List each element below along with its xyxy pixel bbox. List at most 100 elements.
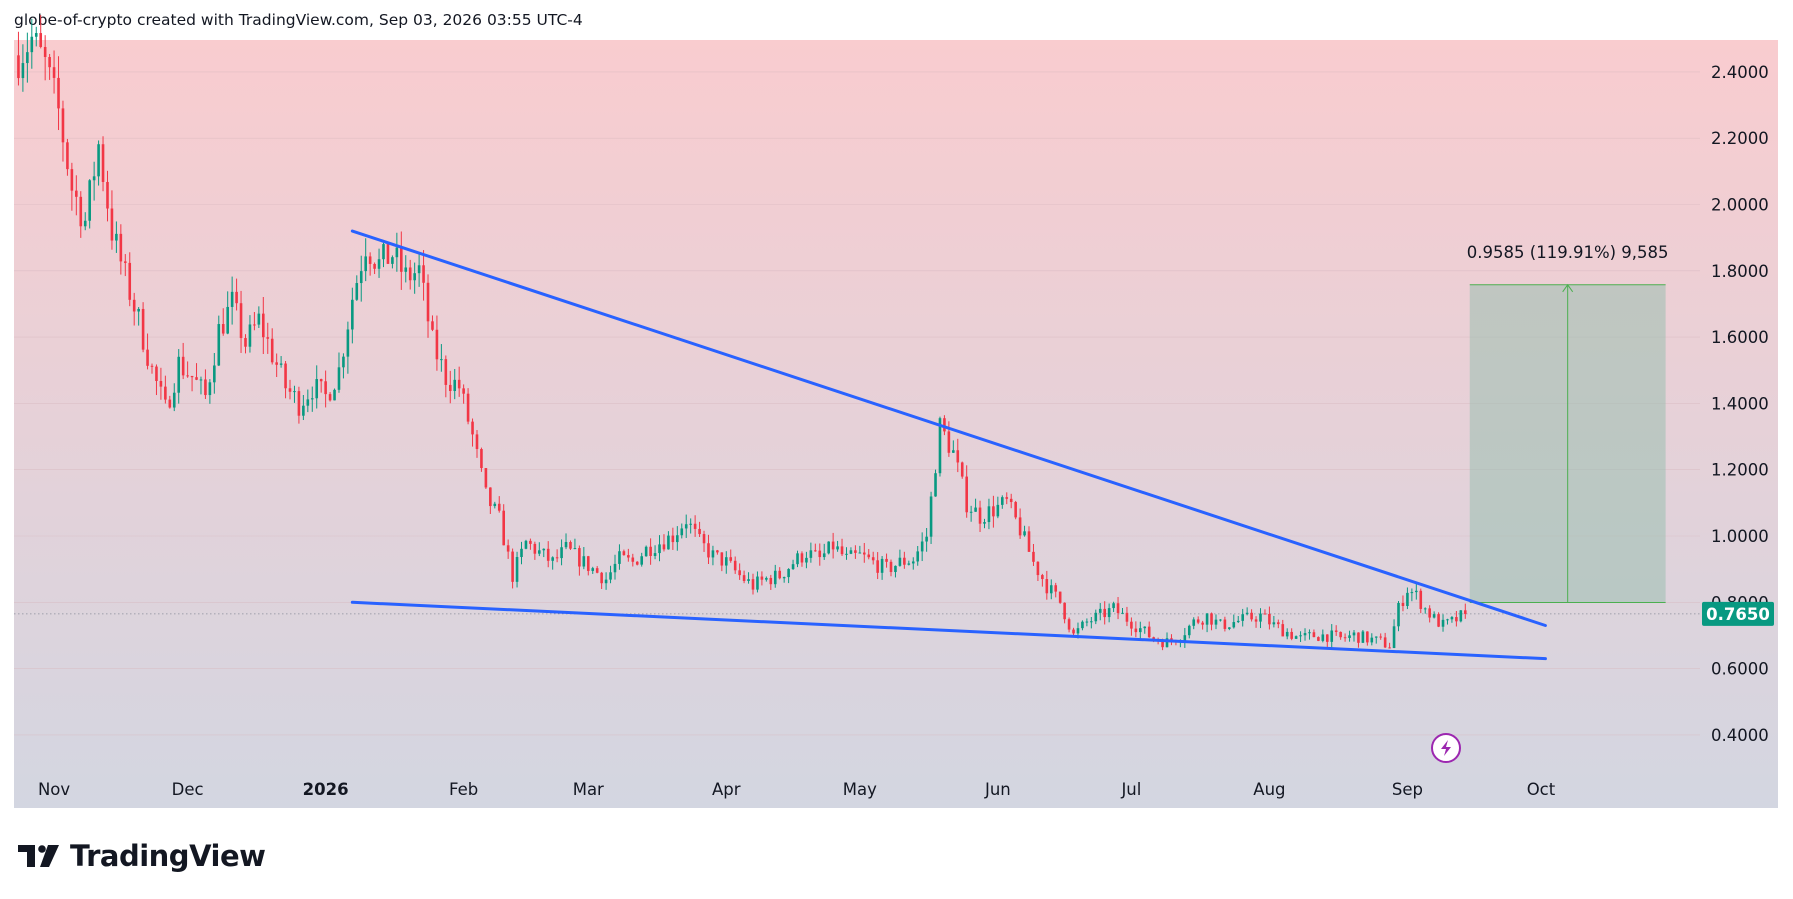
price-range-measure[interactable]: 0.9585 (119.91%) 9,585 bbox=[1467, 243, 1669, 604]
candle-body bbox=[493, 503, 497, 507]
candle-body bbox=[164, 386, 167, 400]
candle-body bbox=[489, 487, 492, 507]
candle-body bbox=[1254, 619, 1258, 622]
candle-body bbox=[75, 190, 78, 197]
candle-body bbox=[1058, 591, 1062, 603]
candle-body bbox=[916, 551, 920, 562]
candle-body bbox=[1321, 634, 1325, 641]
candle-body bbox=[729, 557, 733, 561]
candle-body bbox=[43, 46, 47, 58]
candle-body bbox=[747, 579, 750, 581]
candle-body bbox=[92, 176, 96, 181]
candle-body bbox=[199, 379, 203, 381]
x-tick-label: Dec bbox=[172, 780, 204, 799]
candle-body bbox=[1161, 641, 1164, 648]
candle-body bbox=[1170, 638, 1173, 641]
candle-body bbox=[604, 579, 608, 584]
candle-body bbox=[1027, 531, 1031, 552]
candle-body bbox=[1072, 629, 1075, 634]
candle-body bbox=[1187, 625, 1191, 636]
candle-body bbox=[66, 142, 69, 170]
candle-body bbox=[319, 379, 323, 382]
candle-body bbox=[324, 381, 327, 395]
candle-body bbox=[849, 550, 853, 554]
y-tick-label: 0.4000 bbox=[1711, 726, 1769, 745]
candle-body bbox=[359, 271, 363, 284]
candle-body bbox=[1397, 603, 1400, 627]
candle-body bbox=[978, 507, 982, 524]
candle-body bbox=[854, 550, 857, 553]
candle-body bbox=[391, 257, 394, 264]
candle-body bbox=[573, 548, 577, 550]
lower-trendline[interactable] bbox=[350, 600, 1547, 661]
candle-body bbox=[1312, 632, 1316, 638]
candle-body bbox=[894, 565, 897, 573]
candle-body bbox=[738, 570, 741, 576]
upper-trendline[interactable] bbox=[350, 229, 1547, 628]
candle-body bbox=[400, 247, 403, 272]
candle-body bbox=[208, 382, 212, 396]
candle-body bbox=[395, 247, 399, 258]
candle-body bbox=[845, 553, 848, 555]
candle-body bbox=[1437, 614, 1440, 627]
candle-body bbox=[889, 561, 893, 573]
candle-body bbox=[275, 362, 278, 365]
x-tick-label: Oct bbox=[1527, 780, 1556, 799]
candle-body bbox=[569, 541, 572, 549]
candle-body bbox=[644, 546, 648, 557]
candle-body bbox=[302, 405, 305, 416]
candle-body bbox=[676, 535, 679, 543]
trendline-drawings[interactable] bbox=[350, 229, 1547, 661]
tradingview-logo[interactable]: TradingView bbox=[18, 836, 266, 876]
time-axis[interactable]: Nov Dec 2026 Feb Mar Apr May Jun Jul Aug Sep Oct bbox=[38, 780, 1556, 799]
candle-body bbox=[653, 553, 657, 556]
candle-body bbox=[586, 556, 590, 571]
candle-body bbox=[929, 496, 933, 537]
candle-body bbox=[1054, 585, 1058, 592]
candle-body bbox=[52, 67, 56, 78]
candle-body bbox=[560, 547, 563, 559]
candle-body bbox=[257, 313, 261, 325]
candle-body bbox=[315, 379, 319, 399]
candle-body bbox=[97, 144, 100, 177]
candle-body bbox=[382, 244, 385, 260]
candle-body bbox=[26, 52, 29, 64]
candle-body bbox=[1277, 622, 1280, 625]
candle-body bbox=[1139, 628, 1142, 633]
candle-body bbox=[862, 552, 866, 555]
candle-body bbox=[1232, 622, 1236, 628]
y-tick-label: 1.4000 bbox=[1711, 394, 1769, 413]
candle-body bbox=[128, 262, 132, 300]
candle-body bbox=[1023, 531, 1026, 536]
candle-body bbox=[546, 548, 550, 561]
candle-body bbox=[17, 55, 20, 79]
flash-icon[interactable] bbox=[1431, 733, 1461, 763]
candle-body bbox=[1334, 630, 1338, 632]
candle-body bbox=[814, 550, 817, 552]
candle-body bbox=[426, 282, 430, 322]
candle-body bbox=[787, 569, 790, 578]
candle-body bbox=[1330, 630, 1334, 642]
candle-body bbox=[123, 261, 127, 263]
candle-body bbox=[1383, 637, 1387, 648]
price-axis[interactable]: 2.4000 2.2000 2.0000 1.8000 1.6000 1.4000 1.20… bbox=[1711, 63, 1769, 745]
candle-body bbox=[101, 144, 105, 182]
candle-body bbox=[529, 540, 532, 544]
candle-body bbox=[310, 398, 314, 400]
candle-body bbox=[1366, 631, 1369, 643]
candle-body bbox=[1228, 627, 1231, 629]
candle-body bbox=[181, 356, 185, 376]
candle-body bbox=[1210, 613, 1213, 625]
candle-body bbox=[818, 550, 822, 558]
candle-body bbox=[943, 418, 946, 432]
candle-body bbox=[564, 541, 568, 548]
candle-body bbox=[631, 557, 635, 562]
candle-body bbox=[858, 552, 862, 554]
candle-body bbox=[1308, 632, 1311, 634]
price-chart[interactable]: 0.9585 (119.91%) 9,585 2.4000 2.2000 2.000… bbox=[0, 0, 1793, 820]
candle-body bbox=[992, 506, 995, 517]
candle-body bbox=[440, 359, 443, 361]
candle-body bbox=[30, 36, 34, 53]
candle-body bbox=[235, 291, 238, 304]
candle-body bbox=[1441, 619, 1445, 627]
